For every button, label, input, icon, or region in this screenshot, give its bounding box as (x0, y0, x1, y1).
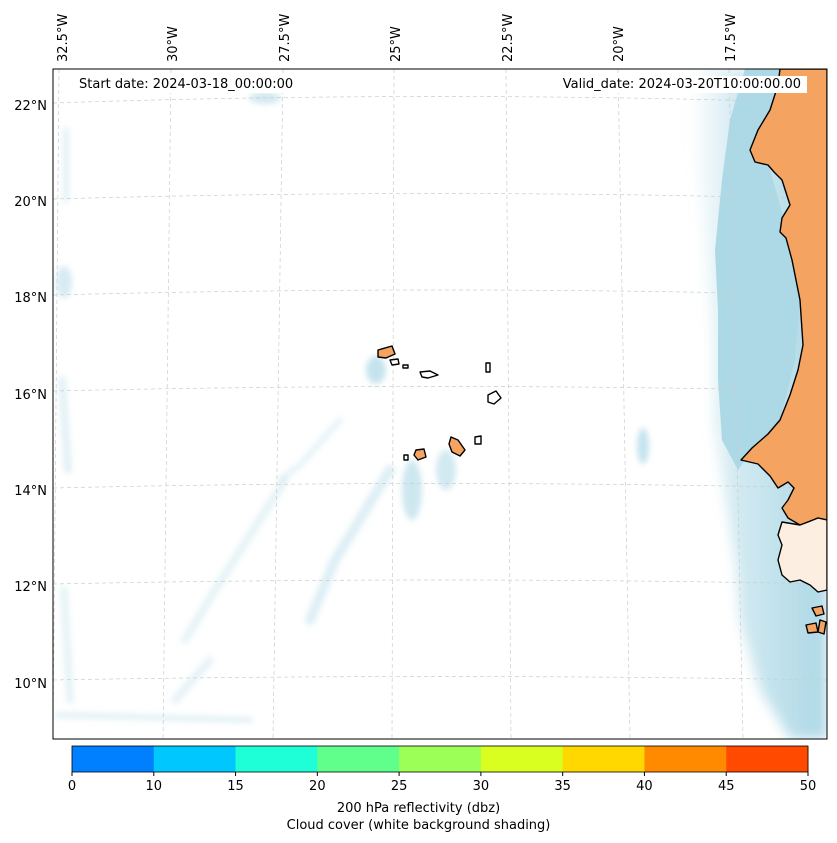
lat-label: 20°N (14, 195, 47, 210)
island-sao-vicente (389, 358, 400, 366)
island-fogo (413, 448, 427, 461)
island-sal (485, 362, 491, 373)
colorbar-tick-label: 30 (473, 779, 490, 794)
lon-label: 32.5°W (56, 14, 71, 62)
colorbar-tick-label: 45 (718, 779, 735, 794)
cloud-fleck-east (637, 428, 649, 464)
cloud-plume-fogo (402, 460, 422, 520)
island-maio (474, 435, 482, 445)
lon-label: 20°W (612, 26, 627, 62)
start-date-label: Start date: 2024-03-18_00:00:00 (73, 76, 300, 93)
colorbar-tick-label: 50 (800, 779, 817, 794)
colorbar-tick-label: 15 (227, 779, 244, 794)
lat-label: 12°N (14, 580, 47, 595)
colorbar: 0 10 15 20 25 30 35 40 45 50 (68, 745, 816, 794)
colorbar-tick-label: 0 (68, 779, 76, 794)
cloud-fleck-west (56, 266, 72, 298)
lon-label: 22.5°W (501, 14, 516, 62)
colorbar-segment (726, 746, 809, 772)
map-frame (52, 68, 828, 740)
colorbar-tick-label: 25 (391, 779, 408, 794)
lat-label: 14°N (14, 484, 47, 499)
island-brava (403, 454, 409, 461)
colorbar-tick-label: 20 (309, 779, 326, 794)
lat-label: 16°N (14, 388, 47, 403)
colorbar-tick-label: 35 (554, 779, 571, 794)
latitude-labels: 22°N 20°N 18°N 16°N 14°N 12°N 10°N (14, 99, 47, 692)
colorbar-segment (644, 746, 727, 772)
lon-label: 30°W (166, 26, 181, 62)
colorbar-frame (71, 745, 809, 773)
colorbar-tick-label: 40 (636, 779, 653, 794)
island-sao-nicolau (419, 370, 439, 379)
gambia-guinea-region (777, 517, 827, 593)
lon-label: 27.5°W (278, 14, 293, 62)
lat-label: 10°N (14, 677, 47, 692)
island-santa-luzia (402, 364, 409, 369)
graticule (53, 69, 827, 739)
lat-label: 22°N (14, 99, 47, 114)
cloud-streaks (55, 127, 395, 723)
colorbar-segments (72, 746, 809, 772)
map-area (53, 69, 827, 739)
island-boa-vista (487, 390, 502, 405)
colorbar-tick-label: 10 (146, 779, 163, 794)
longitude-labels: 32.5°W 30°W 27.5°W 25°W 22.5°W 20°W 17.5… (56, 14, 739, 62)
lon-label: 25°W (389, 26, 404, 62)
island-santiago (448, 436, 466, 457)
lon-label: 17.5°W (724, 14, 739, 62)
lat-label: 18°N (14, 291, 47, 306)
land (377, 69, 827, 635)
colorbar-segment (153, 746, 237, 772)
valid-date-label: Valid_date: 2024-03-20T10:00:00.00 (556, 76, 807, 93)
west-africa-coast (740, 69, 827, 526)
bijagos-islands (805, 605, 827, 635)
cloud-plume-santo-antao (366, 356, 386, 384)
colorbar-subtitle: Cloud cover (white background shading) (286, 818, 551, 833)
island-santo-antao (377, 345, 396, 359)
colorbar-segment (399, 746, 482, 772)
colorbar-segment (317, 746, 400, 772)
colorbar-segment (72, 746, 155, 772)
colorbar-title: 200 hPa reflectivity (dbz) (336, 801, 501, 816)
cloud-plume-santiago (436, 450, 456, 490)
colorbar-segment (562, 746, 645, 772)
colorbar-segment (235, 746, 318, 772)
cloud-core-coastal (715, 69, 800, 470)
colorbar-segment (480, 746, 564, 772)
colorbar-ticks: 0 10 15 20 25 30 35 40 45 50 (68, 772, 816, 794)
